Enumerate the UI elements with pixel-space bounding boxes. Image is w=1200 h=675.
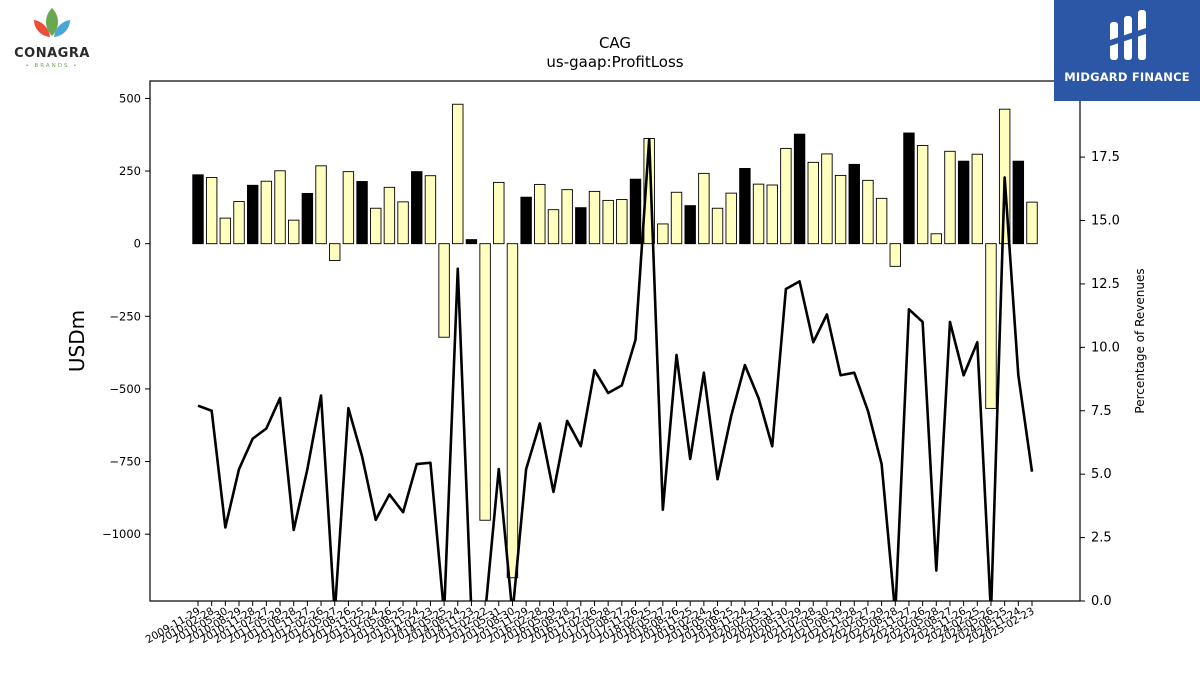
x-axis: 2009-11-292010-02-282010-05-302010-08-29… xyxy=(144,601,1037,646)
bar xyxy=(465,239,478,245)
y2-tick-label: 10.0 xyxy=(1091,340,1120,355)
bar xyxy=(506,243,519,579)
bar xyxy=(862,179,874,245)
midgard-wordmark: MIDGARD FINANCE xyxy=(1064,70,1190,84)
bar xyxy=(629,178,642,245)
bar xyxy=(356,181,368,245)
bar xyxy=(493,181,505,245)
percentage-line xyxy=(197,138,1034,601)
bar xyxy=(1012,160,1025,245)
bar xyxy=(739,167,751,245)
conagra-leaf-icon xyxy=(34,8,70,37)
bar xyxy=(588,190,601,245)
bar xyxy=(438,243,450,338)
bar xyxy=(903,132,915,245)
bar xyxy=(547,209,560,245)
y2-axis-label: Percentage of Revenues xyxy=(1133,268,1147,413)
y2-tick-label: 2.5 xyxy=(1091,531,1112,546)
bar xyxy=(1026,201,1038,245)
bar xyxy=(315,165,327,245)
y-tick-label: −500 xyxy=(109,382,141,396)
conagra-logo: CONAGRA • BRANDS • xyxy=(4,6,100,76)
bar xyxy=(889,243,901,267)
bar xyxy=(807,161,819,245)
bar xyxy=(971,153,984,245)
bar xyxy=(520,196,532,245)
bar xyxy=(780,147,792,245)
y-axis-right: 20.017.515.012.510.07.55.02.50.0 xyxy=(1080,87,1120,609)
bar-series xyxy=(192,103,1038,579)
bar xyxy=(288,219,300,245)
bar xyxy=(793,133,806,245)
line-series-layer xyxy=(197,138,1034,601)
bar xyxy=(219,217,232,245)
y2-tick-label: 5.0 xyxy=(1091,467,1112,482)
bar xyxy=(233,201,245,245)
bar xyxy=(397,201,409,245)
y2-tick-label: 17.5 xyxy=(1091,150,1120,165)
bar xyxy=(930,233,942,245)
bar xyxy=(698,172,710,245)
bar xyxy=(342,171,355,245)
y-tick-label: 0 xyxy=(134,237,141,251)
bar xyxy=(848,163,860,245)
bar xyxy=(383,186,396,245)
bar xyxy=(301,192,314,245)
y2-tick-label: 7.5 xyxy=(1091,404,1112,419)
chart-subtitle: us-gaap:ProfitLoss xyxy=(546,53,683,71)
bar xyxy=(916,145,929,245)
bar xyxy=(684,205,696,245)
bar xyxy=(875,197,888,245)
bar xyxy=(985,243,997,409)
y-tick-label: 250 xyxy=(119,164,141,178)
bar xyxy=(957,160,970,245)
bar xyxy=(834,174,847,245)
bar xyxy=(561,189,573,245)
bar xyxy=(260,180,273,245)
plot-frame xyxy=(149,80,1081,602)
bar xyxy=(657,223,669,245)
bar xyxy=(411,171,423,245)
bar xyxy=(575,207,587,245)
conagra-wordmark: CONAGRA xyxy=(14,46,90,61)
bar xyxy=(205,176,218,245)
bar xyxy=(602,199,614,245)
y-tick-label: −750 xyxy=(109,455,141,469)
y2-tick-label: 0.0 xyxy=(1091,594,1112,609)
y2-tick-label: 15.0 xyxy=(1091,214,1120,229)
bar xyxy=(370,207,382,245)
conagra-subtext: • BRANDS • xyxy=(25,63,79,69)
bar xyxy=(274,170,286,245)
y2-tick-label: 12.5 xyxy=(1091,277,1120,292)
bar xyxy=(424,175,437,245)
bar xyxy=(766,184,778,245)
y-axis-label: USDm xyxy=(65,310,89,372)
bar xyxy=(670,191,683,245)
midgard-mark-icon xyxy=(1110,10,1146,60)
chart-title: CAG xyxy=(599,34,631,52)
bar xyxy=(725,192,737,245)
bar xyxy=(534,183,546,245)
bar xyxy=(752,183,765,245)
bar xyxy=(944,150,956,245)
bar xyxy=(821,153,833,245)
bar xyxy=(329,243,341,261)
y-tick-label: −250 xyxy=(109,309,141,323)
midgard-finance-logo: MIDGARD FINANCE xyxy=(1054,0,1200,101)
y-axis-left: 500 250 0 −250 −500 −750 −1000 xyxy=(102,91,150,541)
bar xyxy=(479,243,491,521)
y-tick-label: 500 xyxy=(119,91,141,105)
y-tick-label: −1000 xyxy=(102,527,141,541)
bar xyxy=(616,199,628,245)
bar xyxy=(246,184,259,245)
bar xyxy=(711,207,724,245)
bar xyxy=(192,174,204,245)
bar xyxy=(452,103,464,245)
